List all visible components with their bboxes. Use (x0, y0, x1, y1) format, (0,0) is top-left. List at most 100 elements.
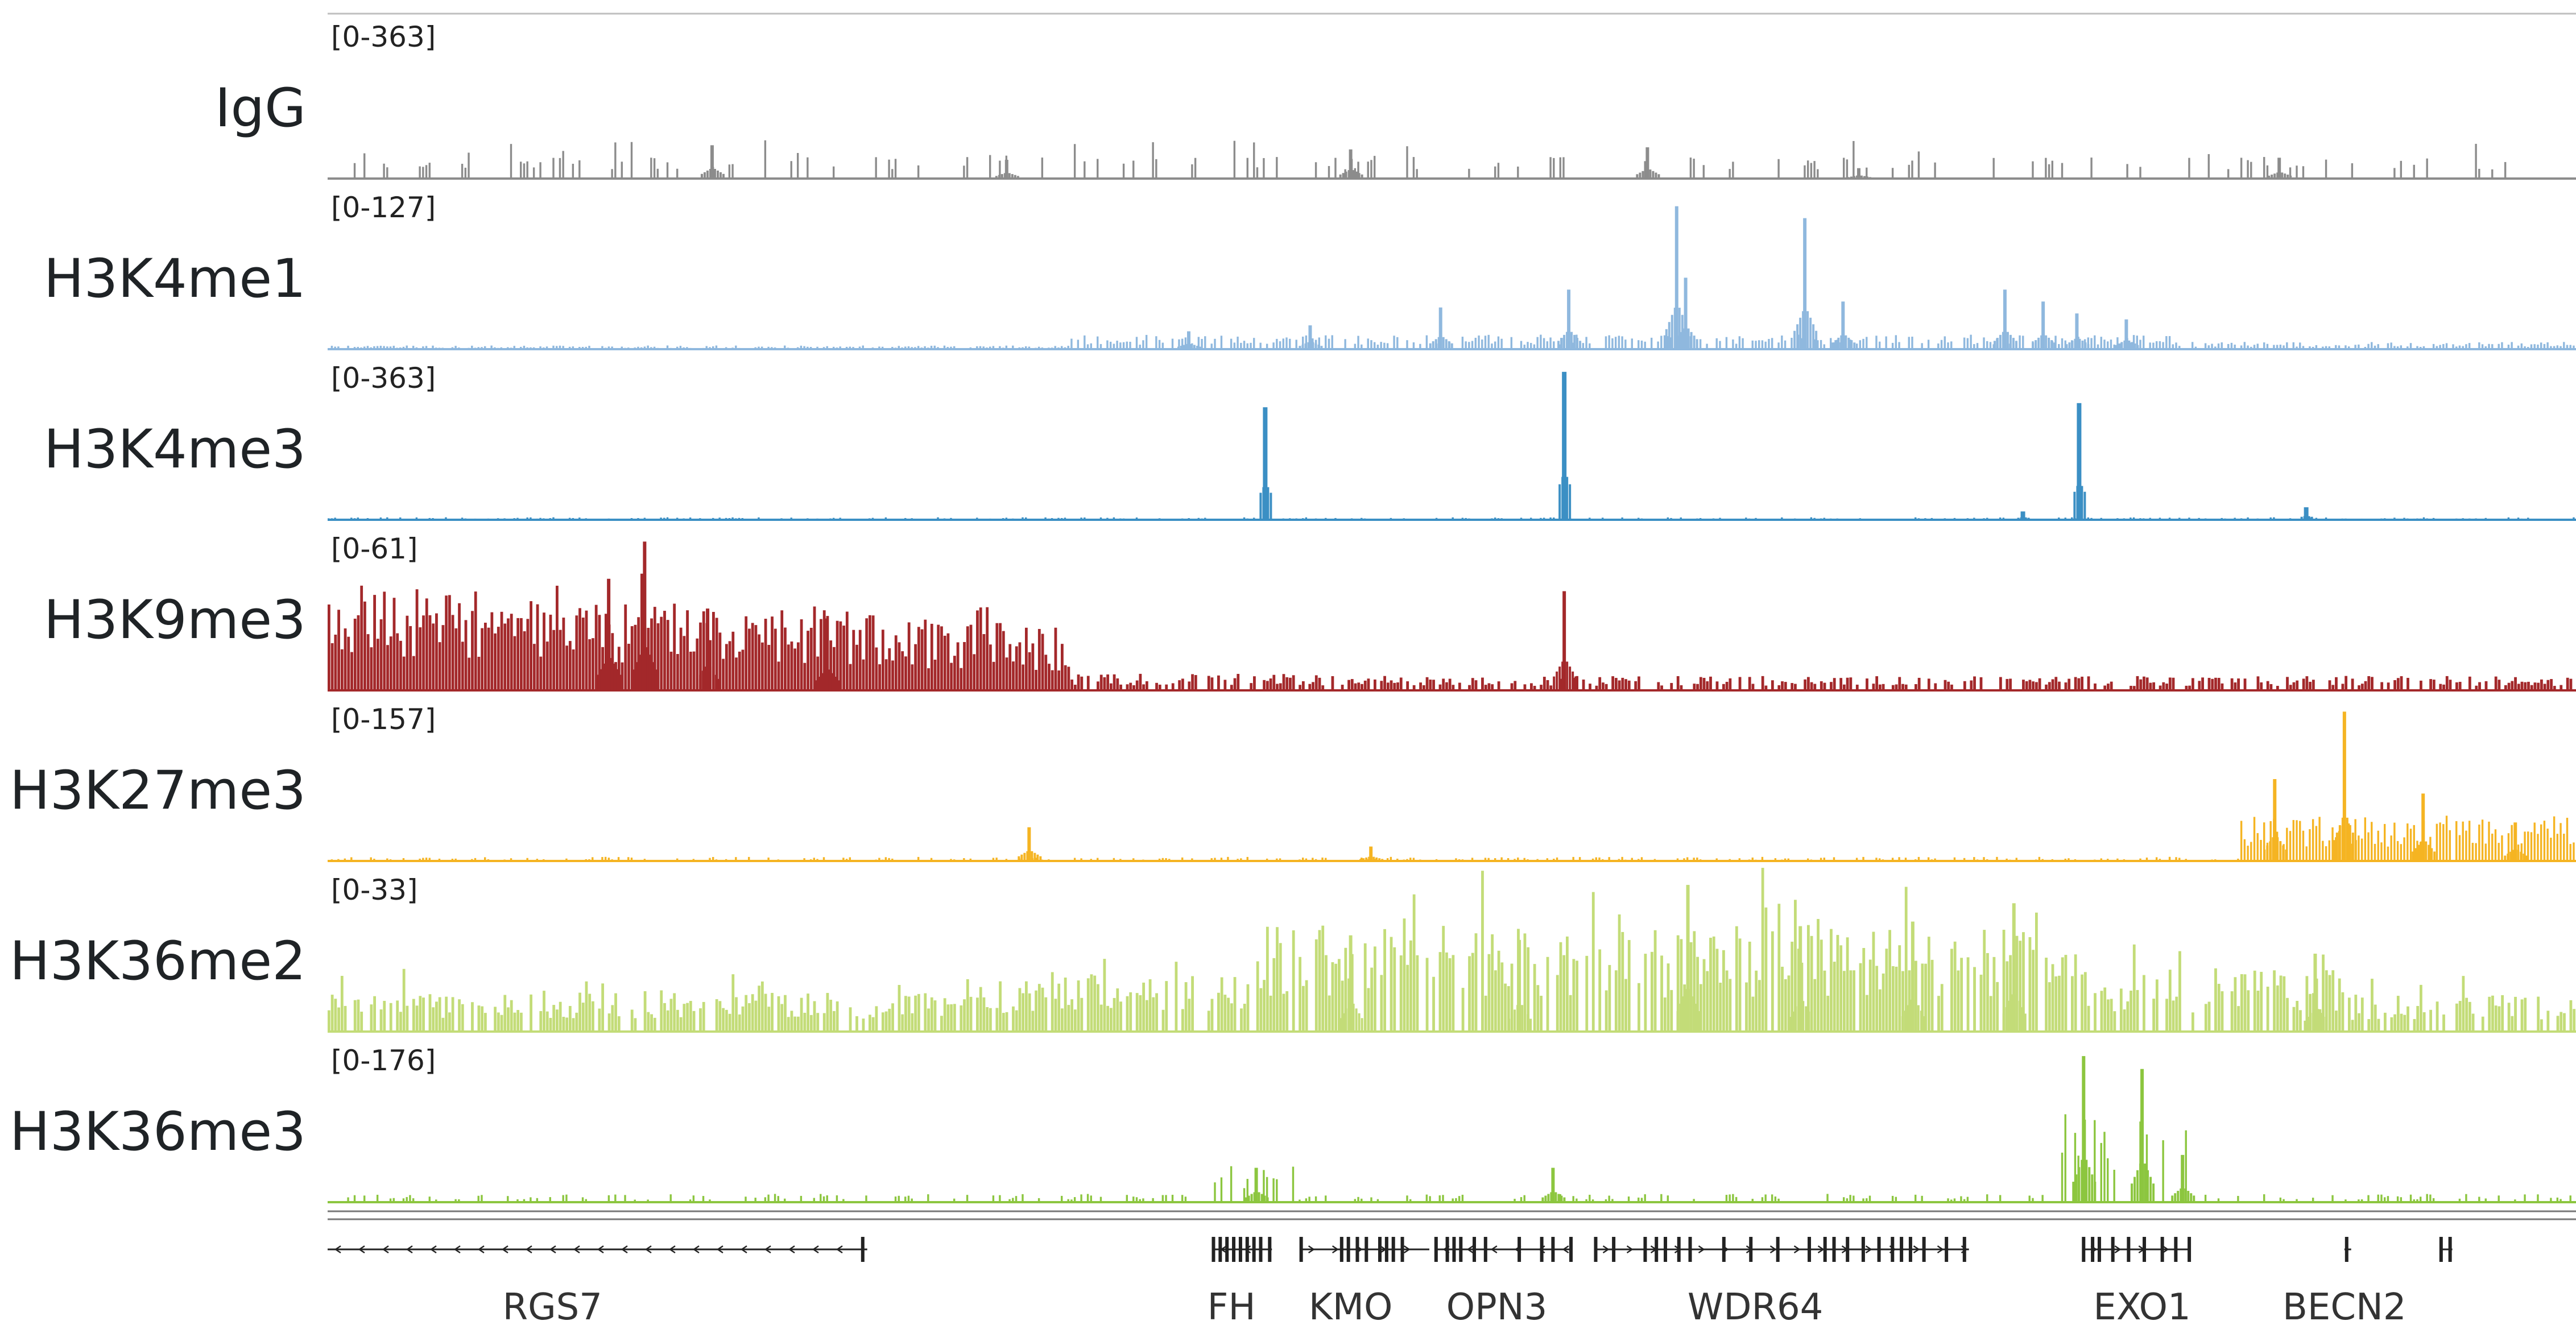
track-noise-bar-h3k36me2 (1269, 995, 1272, 1032)
track-noise-bar-h3k9me3 (2345, 676, 2348, 690)
track-noise-bar-h3k36me2 (2407, 1006, 2409, 1032)
track-noise-bar-h3k9me3 (337, 610, 340, 690)
track-noise-bar-h3k4me1 (758, 346, 760, 349)
track-noise-bar-h3k9me3 (468, 657, 471, 690)
track-noise-bar-h3k4me3 (884, 517, 887, 520)
track-noise-bar-h3k27me3 (917, 856, 920, 861)
track-noise-bar-h3k9me3 (2256, 676, 2260, 690)
track-noise-bar-h3k36me2 (360, 1011, 363, 1032)
track-noise-bar-h3k9me3 (803, 663, 807, 690)
track-noise-bar-h3k4me1 (507, 347, 509, 349)
track-noise-bar-h3k36me2 (1090, 974, 1093, 1032)
track-noise-bar-h3k4me1 (1285, 337, 1288, 349)
track-noise-bar-h3k4me3 (539, 517, 541, 520)
track-noise-bar-h3k36me2 (562, 1017, 565, 1032)
track-noise-bar-h3k36me3 (1299, 1199, 1301, 1202)
track-noise-bar-h3k9me3 (898, 642, 901, 690)
track-peak-shoulder-igg (722, 173, 725, 179)
track-noise-bar-h3k4me3 (1048, 518, 1050, 520)
track-noise-bar-h3k36me2 (917, 993, 920, 1032)
track-noise-bar-h3k36me2 (494, 1007, 497, 1032)
track-noise-bar-h3k4me1 (1097, 336, 1099, 349)
track-noise-bar-h3k9me3 (937, 624, 940, 690)
track-peak-shoulder-h3k36me2 (1361, 1018, 1363, 1032)
track-noise-bar-h3k36me2 (1086, 978, 1090, 1032)
track-noise-bar-h3k36me2 (1676, 935, 1680, 1032)
track-noise-bar-h3k9me3 (1810, 682, 1813, 690)
track-noise-bar-h3k9me3 (702, 611, 705, 690)
track-noise-bar-h3k4me3 (2468, 518, 2471, 520)
gene-exon-exo1-4 (2127, 1237, 2131, 1262)
track-noise-bar-h3k27me3 (350, 857, 353, 861)
track-noise-bar-h3k27me3 (1237, 859, 1239, 861)
track-noise-bar-h3k36me3 (911, 1198, 913, 1202)
track-noise-bar-h3k4me3 (2155, 519, 2158, 520)
track-noise-bar-h3k4me1 (2058, 343, 2060, 349)
track-noise-bar-h3k4me1 (2054, 336, 2057, 349)
gene-strand-arrow-wdr64 (1698, 1245, 1705, 1253)
track-noise-bar-h3k36me2 (1627, 939, 1631, 1032)
track-peak-h3k9me3-4 (1562, 591, 1566, 690)
gene-exon-kmo-4 (1365, 1237, 1368, 1262)
track-noise-bar-h3k4me3 (1435, 517, 1438, 520)
track-noise-bar-h3k9me3 (683, 636, 686, 690)
track-noise-bar-h3k4me1 (545, 346, 548, 349)
track-noise-bar-h3k4me3 (2358, 519, 2360, 520)
track-noise-bar-h3k4me1 (425, 346, 428, 349)
track-noise-bar-h3k36me3 (1777, 1198, 1780, 1202)
track-noise-bar-h3k36me3 (549, 1197, 551, 1202)
track-peak-shoulder-igg (1352, 170, 1355, 179)
track-noise-bar-h3k4me1 (1126, 341, 1128, 349)
track-noise-bar-h3k4me3 (513, 518, 515, 520)
gene-strand-arrow-rgs7 (549, 1245, 556, 1253)
track-peak-igg-0 (710, 145, 714, 179)
track-noise-bar-h3k4me3 (2204, 518, 2207, 520)
track-noise-bar-h3k27me3 (2269, 821, 2272, 861)
track-noise-bar-h3k36me2 (1165, 981, 1168, 1032)
track-noise-bar-h3k27me3 (2116, 858, 2119, 861)
track-noise-bar-h3k9me3 (366, 634, 370, 690)
track-noise-bar-h3k36me3 (2560, 1199, 2562, 1202)
track-peak-shoulder-h3k4me3 (1561, 477, 1564, 520)
track-noise-bar-h3k4me1 (640, 347, 643, 349)
track-noise-bar-h3k36me2 (862, 1019, 865, 1032)
track-peak-shoulder-h3k36me2 (1339, 1018, 1342, 1032)
track-noise-bar-h3k27me3 (1090, 859, 1092, 861)
track-noise-bar-h3k27me3 (2407, 823, 2409, 861)
track-noise-bar-h3k4me1 (767, 346, 770, 349)
track-noise-bar-h3k27me3 (1409, 858, 1412, 861)
track-noise-bar-igg (386, 167, 388, 179)
track-noise-bar-h3k4me1 (1471, 341, 1474, 349)
track-noise-bar-h3k9me3 (878, 664, 881, 690)
track-noise-bar-h3k36me2 (2132, 944, 2136, 1032)
track-noise-bar-h3k9me3 (1135, 680, 1139, 690)
track-noise-bar-h3k4me3 (989, 518, 991, 520)
track-noise-bar-h3k9me3 (438, 642, 441, 690)
track-noise-bar-h3k9me3 (940, 626, 943, 690)
track-noise-bar-h3k9me3 (793, 648, 797, 690)
track-noise-bar-h3k4me1 (933, 345, 936, 349)
track-noise-bar-h3k36me2 (539, 1011, 543, 1032)
track-noise-bar-h3k9me3 (2566, 677, 2569, 690)
track-noise-bar-h3k36me2 (1002, 1013, 1005, 1032)
track-noise-bar-h3k27me3 (1930, 859, 1933, 861)
track-noise-bar-h3k36me2 (767, 1007, 771, 1032)
track-noise-bar-h3k36me2 (1380, 975, 1383, 1032)
track-noise-bar-h3k9me3 (656, 623, 660, 690)
track-peak-shoulder-h3k36me2 (1679, 1003, 1682, 1032)
track-noise-bar-h3k4me1 (2097, 344, 2099, 349)
track-noise-bar-h3k9me3 (2054, 677, 2058, 690)
track-peak-shoulder-h3k36me3 (2184, 1188, 2187, 1202)
track-range-h3k9me3: [0-61] (331, 532, 418, 565)
track-noise-bar-h3k9me3 (1696, 684, 1699, 690)
track-noise-bar-h3k4me3 (2110, 519, 2112, 520)
track-noise-bar-h3k27me3 (2051, 859, 2054, 861)
track-noise-bar-h3k36me2 (1924, 963, 1927, 1032)
track-noise-bar-h3k4me1 (2159, 341, 2161, 349)
track-noise-bar-h3k9me3 (1301, 681, 1305, 690)
track-noise-bar-h3k9me3 (1973, 676, 1976, 690)
track-noise-bar-h3k4me1 (1738, 336, 1741, 349)
track-noise-bar-h3k36me2 (1064, 978, 1067, 1032)
track-noise-bar-igg (1253, 142, 1255, 179)
track-noise-bar-h3k4me1 (2165, 336, 2168, 349)
